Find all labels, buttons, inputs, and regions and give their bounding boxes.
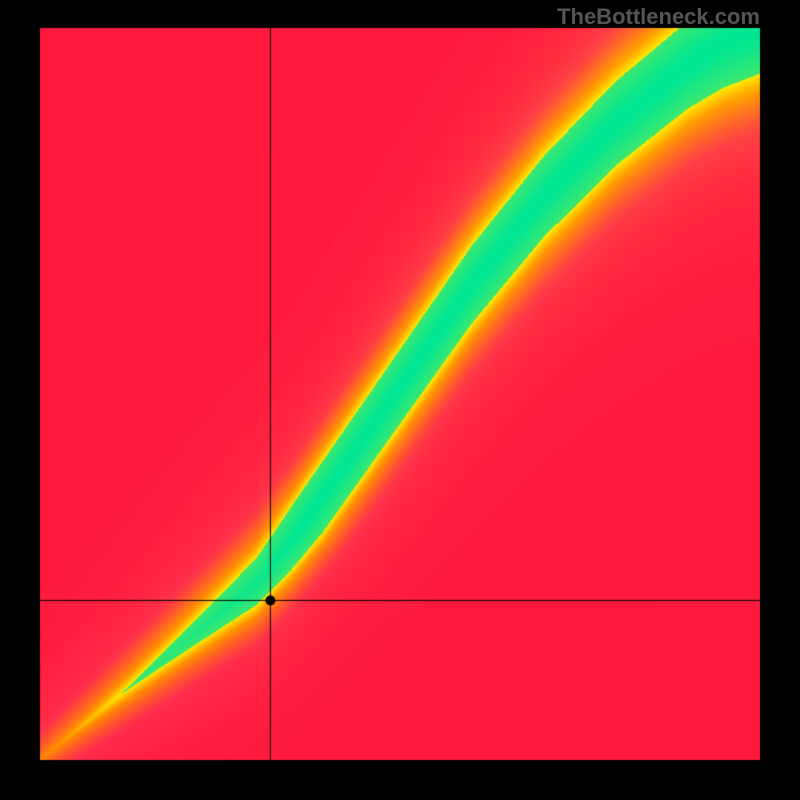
watermark-text: TheBottleneck.com [557,4,760,30]
bottleneck-heatmap [0,0,800,800]
